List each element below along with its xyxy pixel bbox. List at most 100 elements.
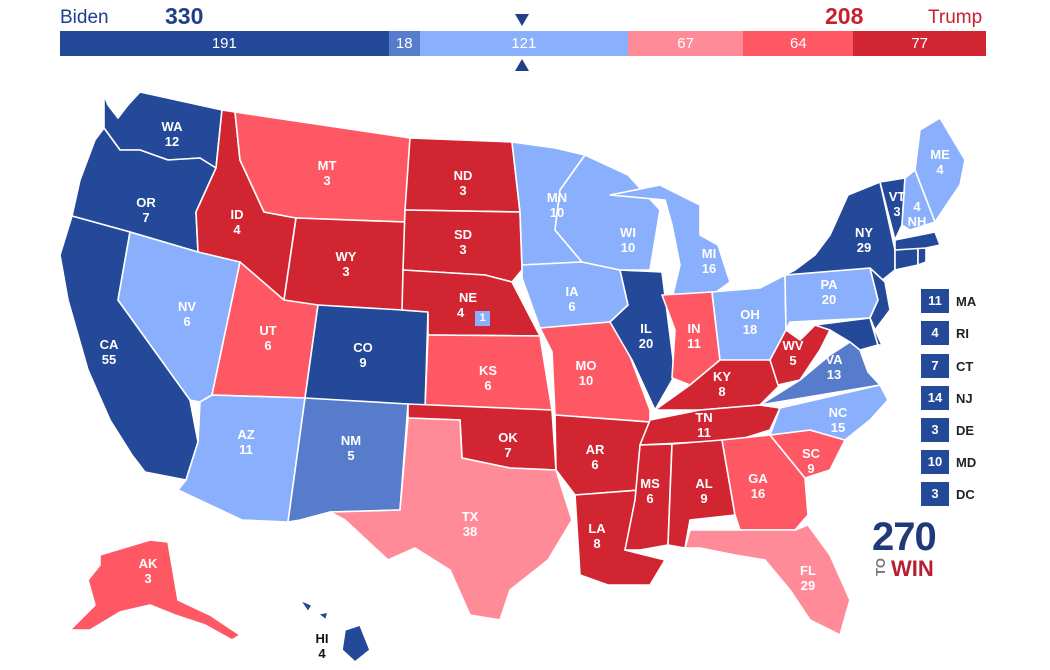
state-abbr: AZ: [237, 427, 255, 442]
state-TX[interactable]: [329, 417, 573, 621]
midpoint-arrow-up-icon: [515, 59, 529, 71]
state-RI[interactable]: [917, 247, 927, 266]
state-abbr: WI: [620, 225, 636, 240]
state-label-IN: IN 11: [687, 321, 701, 351]
state-label-UT: UT 6: [259, 323, 276, 353]
state-label-TN: TN 11: [695, 410, 712, 440]
state-abbr: OH: [740, 307, 760, 322]
small-state-box[interactable]: 14: [921, 386, 949, 410]
state-abbr: OK: [498, 430, 518, 445]
small-state-box[interactable]: 3: [921, 418, 949, 442]
state-ev: 38: [462, 524, 478, 539]
state-ev: 4: [913, 199, 921, 214]
state-label-NV: NV 6: [178, 299, 196, 329]
ne-district-box[interactable]: 1: [475, 311, 490, 326]
state-abbr: VA: [825, 352, 843, 367]
state-ev: 16: [750, 486, 766, 501]
state-ev: 5: [347, 448, 355, 463]
state-label-NC: NC 15: [829, 405, 848, 435]
state-abbr: PA: [820, 277, 838, 292]
state-abbr: CA: [99, 337, 119, 352]
small-state-abbr: NJ: [956, 390, 973, 406]
state-abbr: MT: [317, 158, 337, 173]
small-state-box[interactable]: 7: [921, 354, 949, 378]
small-state-MD[interactable]: 10 MD: [921, 450, 976, 474]
state-label-IL: IL 20: [639, 321, 653, 351]
dem-electoral-total: 330: [165, 3, 204, 29]
dem-candidate-name: Biden: [60, 7, 109, 28]
state-label-ND: ND 3: [454, 168, 473, 198]
bar-segment-likely-d[interactable]: 18: [388, 31, 420, 56]
state-label-KY: KY 8: [713, 369, 731, 399]
state-abbr: TN: [695, 410, 713, 425]
small-state-abbr: CT: [956, 358, 974, 374]
state-NC[interactable]: [769, 384, 889, 441]
state-NY[interactable]: [784, 181, 896, 283]
state-MA[interactable]: [894, 231, 941, 251]
state-ev: 11: [239, 442, 253, 457]
small-state-CT[interactable]: 7 CT: [921, 354, 973, 378]
small-state-MA[interactable]: 11 MA: [921, 289, 976, 313]
state-abbr: WV: [782, 338, 804, 353]
state-ME[interactable]: [914, 117, 966, 223]
state-label-CO: CO 9: [353, 340, 373, 370]
state-label-WA: WA 12: [162, 119, 183, 149]
small-state-box[interactable]: 11: [921, 289, 949, 313]
bar-segment-safe-d[interactable]: 191: [60, 31, 389, 56]
state-label-ME: ME 4: [930, 147, 950, 177]
small-state-box[interactable]: 4: [921, 321, 949, 345]
state-ev: 4: [318, 646, 326, 661]
state-label-KS: KS 6: [479, 363, 497, 393]
state-label-SC: SC 9: [802, 446, 820, 476]
state-label-MI: MI 16: [702, 246, 716, 276]
bar-segment-safe-r[interactable]: 77: [853, 31, 986, 56]
state-ev: 9: [700, 491, 708, 506]
state-ev: 18: [742, 322, 758, 337]
state-AK[interactable]: [69, 539, 241, 641]
state-ev: 7: [142, 210, 150, 225]
small-state-abbr: MA: [956, 293, 977, 309]
state-label-NY: NY 29: [855, 225, 873, 255]
small-state-abbr: MD: [956, 454, 977, 470]
state-label-AK: AK 3: [139, 556, 158, 586]
bar-segment-lean-r[interactable]: 67: [627, 31, 744, 56]
state-ev: 4: [936, 162, 944, 177]
state-DE[interactable]: [869, 317, 883, 346]
small-state-DC[interactable]: 3 DC: [921, 482, 975, 506]
state-label-WI: WI 10: [620, 225, 636, 255]
state-label-OK: OK 7: [498, 430, 518, 460]
state-abbr: NM: [340, 433, 362, 448]
state-NH[interactable]: [901, 169, 936, 231]
small-state-box[interactable]: 10: [921, 450, 949, 474]
state-ev: 3: [144, 571, 152, 586]
state-abbr: WA: [161, 119, 183, 134]
rep-candidate-name: Trump: [928, 7, 983, 28]
small-state-abbr: DC: [956, 486, 975, 502]
bar-segment-likely-r[interactable]: 64: [743, 31, 854, 56]
state-label-MN: MN 10: [547, 190, 567, 220]
state-ev: 29: [800, 578, 816, 593]
270towin-logo[interactable]: 270 TO WIN: [872, 516, 947, 582]
state-abbr: NV: [177, 299, 197, 314]
state-ev: 16: [701, 261, 717, 276]
state-HI[interactable]: [299, 599, 371, 663]
small-state-RI[interactable]: 4 RI: [921, 321, 969, 345]
state-AZ[interactable]: [177, 394, 306, 523]
state-label-AR: AR 6: [586, 442, 605, 472]
small-state-box[interactable]: 3: [921, 482, 949, 506]
state-ev: 7: [504, 445, 512, 460]
state-abbr: ID: [230, 207, 244, 222]
state-abbr: TX: [461, 509, 479, 524]
state-abbr: IN: [687, 321, 701, 336]
state-abbr: MO: [575, 358, 597, 373]
rep-electoral-total: 208: [825, 3, 864, 29]
small-state-NJ[interactable]: 14 NJ: [921, 386, 973, 410]
state-CT[interactable]: [894, 247, 919, 271]
state-label-NH: 4 NH: [908, 199, 927, 229]
state-abbr: SC: [801, 446, 821, 461]
state-IL[interactable]: [609, 269, 676, 411]
bar-segment-lean-d[interactable]: 121: [419, 31, 628, 56]
state-FL[interactable]: [684, 524, 851, 636]
state-abbr: FL: [800, 563, 816, 578]
small-state-DE[interactable]: 3 DE: [921, 418, 974, 442]
